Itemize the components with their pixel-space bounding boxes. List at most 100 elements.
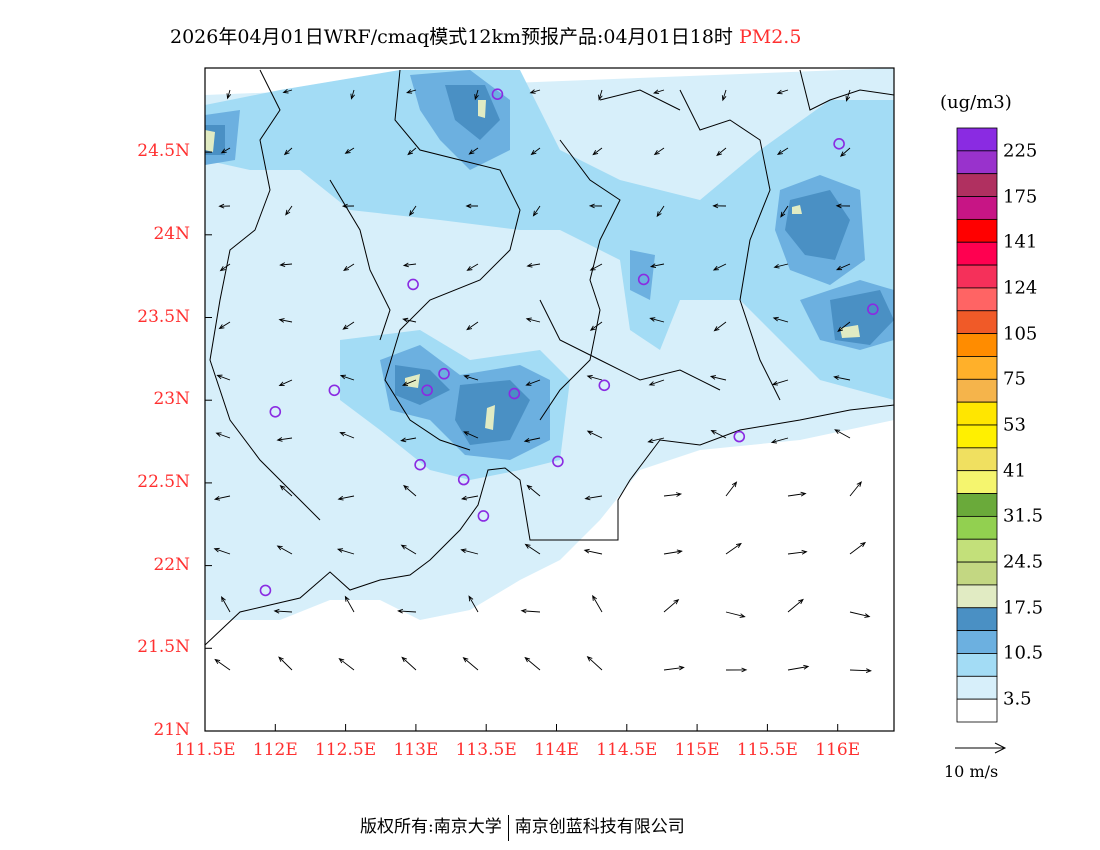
wind-arrow <box>520 608 541 614</box>
lon-label: 113E <box>393 740 439 760</box>
wind-arrow <box>845 89 851 102</box>
wind-arrow <box>341 203 355 209</box>
wind-arrow <box>283 147 293 156</box>
colorbar-swatch <box>956 630 998 654</box>
wind-arrow <box>343 263 355 272</box>
colorbar-swatch <box>956 538 998 563</box>
wind-arrow <box>776 89 789 95</box>
wind-arrow <box>834 429 851 439</box>
lon-label: 111.5E <box>174 740 236 760</box>
lon-label: 114.5E <box>596 740 658 760</box>
colorbar-label: 24.5 <box>1003 551 1044 573</box>
colorbar-label: 3.5 <box>1003 688 1032 710</box>
wind-arrow <box>787 549 808 555</box>
title-text: 2026年04月01日WRF/cmaq模式12km预报产品:04月01日18时 <box>170 26 733 48</box>
colorbar-swatch <box>956 698 998 723</box>
station-markers <box>259 88 879 597</box>
lon-label: 113.5E <box>455 740 517 760</box>
wind-arrow <box>772 316 789 323</box>
wind-arrow <box>523 437 541 443</box>
wind-arrow <box>648 379 665 386</box>
wind-arrow <box>787 598 804 613</box>
colorbar-swatch <box>956 264 998 289</box>
wind-arrow <box>397 608 417 614</box>
wind-arrow <box>402 317 417 323</box>
wind-arrow <box>663 549 683 555</box>
colorbar-swatch <box>956 378 998 403</box>
colorbar-swatch <box>956 561 998 586</box>
wind-arrow <box>649 317 665 323</box>
wind-vectors <box>213 88 872 673</box>
wind-arrow <box>656 205 665 218</box>
wind-arrow <box>218 203 231 209</box>
wind-arrow <box>214 658 231 671</box>
wind-arrow <box>344 595 355 613</box>
colorbar-label: 105 <box>1003 323 1038 345</box>
wind-arrow <box>770 437 789 444</box>
wind-arrow <box>402 262 417 268</box>
wind-arrow <box>401 656 417 671</box>
wind-arrow <box>592 147 603 156</box>
wind-arrow <box>526 484 541 497</box>
station-marker <box>637 273 650 286</box>
wind-arrow <box>589 263 603 271</box>
wind-arrow <box>663 598 680 613</box>
wind-arrow <box>647 437 665 444</box>
wind-arrow <box>524 656 541 671</box>
wind-arrow <box>273 608 293 614</box>
colorbar-swatch <box>956 447 998 472</box>
wind-arrow <box>474 89 479 101</box>
lon-label: 115.5E <box>736 740 798 760</box>
station-marker <box>833 138 845 150</box>
station-marker <box>259 584 272 597</box>
station-marker <box>438 367 450 380</box>
wind-arrow <box>401 379 417 386</box>
wind-arrow <box>468 147 479 155</box>
colorbar-swatch <box>956 493 998 517</box>
colorbar-label: 53 <box>1003 414 1026 436</box>
wind-arrow <box>403 484 417 497</box>
wind-arrow <box>525 379 541 386</box>
station-marker <box>508 387 521 400</box>
wind-arrow <box>712 263 727 271</box>
lat-label: 23N <box>153 389 190 410</box>
wind-arrow <box>849 481 862 497</box>
wind-arrow <box>278 656 293 671</box>
wind-arrow <box>226 89 232 100</box>
wind-arrow <box>220 147 231 154</box>
wind-arrow <box>465 203 479 209</box>
wind-arrow <box>462 657 479 671</box>
colorbar-unit: (ug/m3) <box>940 92 1012 113</box>
colorbar-swatch <box>956 470 998 494</box>
wind-arrow <box>216 374 231 381</box>
wind-arrow <box>712 203 727 209</box>
wind-arrow <box>589 321 603 331</box>
station-marker <box>477 510 490 522</box>
station-marker <box>328 384 341 397</box>
colorbar-swatch <box>956 127 998 152</box>
colorbar-label: 75 <box>1003 368 1026 390</box>
lon-label: 112E <box>252 740 298 760</box>
wind-arrow <box>221 596 231 613</box>
wind-arrow <box>849 541 867 555</box>
variable-name: PM2.5 <box>738 26 802 48</box>
colorbar-swatch <box>956 675 998 700</box>
wind-arrow <box>213 495 231 501</box>
wind-arrow <box>584 495 603 501</box>
wind-arrow <box>716 147 727 157</box>
colorbar-label: 124 <box>1003 277 1038 299</box>
wind-arrow <box>460 495 479 501</box>
wind-arrow <box>463 431 479 439</box>
wind-arrow <box>709 375 727 381</box>
wind-arrow <box>583 548 603 555</box>
wind-arrow <box>592 594 603 613</box>
wind-arrow <box>849 611 871 618</box>
wind-arrow <box>787 491 807 497</box>
wind-arrow <box>339 374 355 381</box>
station-marker <box>733 430 746 443</box>
wind-arrow <box>282 88 293 94</box>
colorbar-label: 17.5 <box>1003 597 1044 619</box>
station-marker <box>421 384 433 397</box>
wind-arrow <box>285 205 293 216</box>
